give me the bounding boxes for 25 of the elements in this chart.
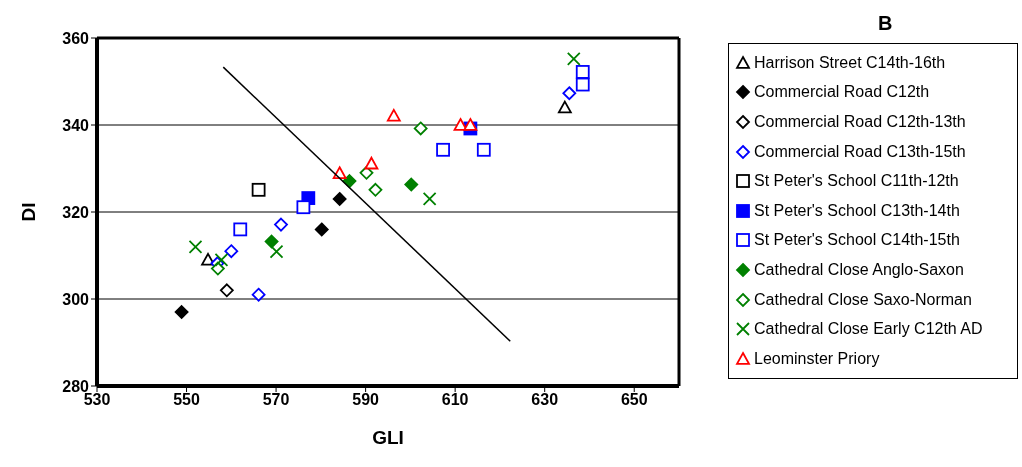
x-tick-label: 550: [173, 391, 200, 409]
legend-label: Cathedral Close Anglo-Saxon: [754, 260, 964, 279]
legend-label: Cathedral Close Early C12th AD: [754, 320, 983, 339]
x-tick-label: 610: [441, 391, 469, 409]
y-tick-label: 360: [62, 29, 90, 47]
text: B: [878, 12, 893, 35]
x-tick-label: 530: [83, 391, 111, 409]
legend-label: Commercial Road C12th-13th: [754, 112, 966, 131]
legend-label: St Peter's School C11th-12th: [754, 172, 959, 191]
x-tick-label: 630: [531, 391, 559, 409]
legend-label: Commercial Road C13th-15th: [754, 142, 966, 161]
x-tick-label: 590: [352, 391, 380, 409]
legend-label: Leominster Priory: [754, 349, 880, 368]
legend-label: St Peter's School C14th-15th: [754, 231, 960, 250]
x-tick-label: 650: [620, 391, 648, 409]
y-tick-label: 320: [62, 203, 90, 221]
legend-label: Cathedral Close Saxo-Norman: [754, 290, 972, 309]
legend-label: Commercial Road C12th: [754, 83, 930, 102]
y-tick-label: 340: [62, 116, 90, 134]
legend-label: Harrison Street C14th-16th: [754, 53, 946, 72]
x-axis-title: GLI: [372, 427, 404, 448]
x-tick-label: 570: [262, 391, 290, 409]
y-axis-title: DI: [17, 202, 39, 222]
y-tick-label: 300: [62, 290, 90, 308]
legend-label: St Peter's School C13th-14th: [754, 201, 960, 220]
